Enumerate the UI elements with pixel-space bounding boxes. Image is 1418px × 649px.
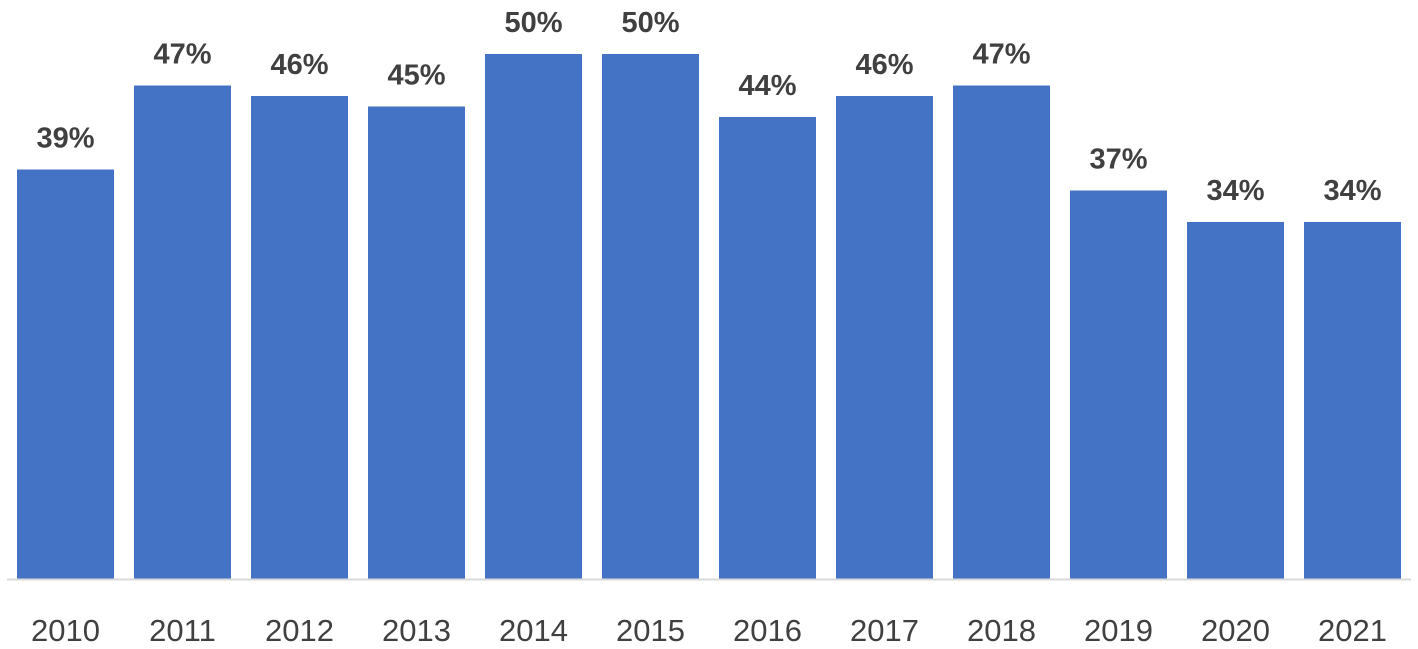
bar-2013 <box>368 106 465 579</box>
x-tick-label-2012: 2012 <box>265 613 334 648</box>
bar-value-label-2014: 50% <box>504 7 562 39</box>
x-tick-label-2019: 2019 <box>1084 613 1153 648</box>
x-tick-label-2021: 2021 <box>1318 613 1387 648</box>
bar-2016 <box>719 117 816 579</box>
bar-value-label-2015: 50% <box>621 7 679 39</box>
bar-2010 <box>17 169 114 579</box>
x-tick-label-2017: 2017 <box>850 613 919 648</box>
bar-2014 <box>485 54 582 579</box>
x-tick-label-2016: 2016 <box>733 613 802 648</box>
bar-2018 <box>953 85 1050 579</box>
bar-2021 <box>1304 222 1401 579</box>
x-tick-label-2018: 2018 <box>967 613 1036 648</box>
bar-value-label-2013: 45% <box>387 60 445 92</box>
bar-value-label-2010: 39% <box>36 123 94 155</box>
bar-2011 <box>134 85 231 579</box>
value-labels-group: 39% 47% 46% 45% 50% 50% 44% 46% 47% 37% 34% 34% <box>36 7 1381 207</box>
bar-2012 <box>251 96 348 579</box>
bar-value-label-2016: 44% <box>738 70 796 102</box>
bars-group <box>17 54 1401 579</box>
x-tick-label-2010: 2010 <box>31 613 100 648</box>
bar-value-label-2017: 46% <box>855 49 913 81</box>
x-tick-label-2020: 2020 <box>1201 613 1270 648</box>
x-tick-label-2014: 2014 <box>499 613 568 648</box>
bar-value-label-2011: 47% <box>153 39 211 71</box>
x-tick-labels-group: 2010 2011 2012 2013 2014 2015 2016 2017 2018 2019… <box>31 613 1387 648</box>
bar-value-label-2012: 46% <box>270 49 328 81</box>
x-tick-label-2011: 2011 <box>149 613 216 648</box>
bar-2020 <box>1187 222 1284 579</box>
bar-2017 <box>836 96 933 579</box>
bar-2019 <box>1070 190 1167 579</box>
bar-value-label-2018: 47% <box>972 39 1030 71</box>
bar-2015 <box>602 54 699 579</box>
x-tick-label-2015: 2015 <box>616 613 685 648</box>
bar-value-label-2020: 34% <box>1206 175 1264 207</box>
bar-value-label-2021: 34% <box>1323 175 1381 207</box>
bar-value-label-2019: 37% <box>1089 144 1147 176</box>
x-tick-label-2013: 2013 <box>382 613 451 648</box>
